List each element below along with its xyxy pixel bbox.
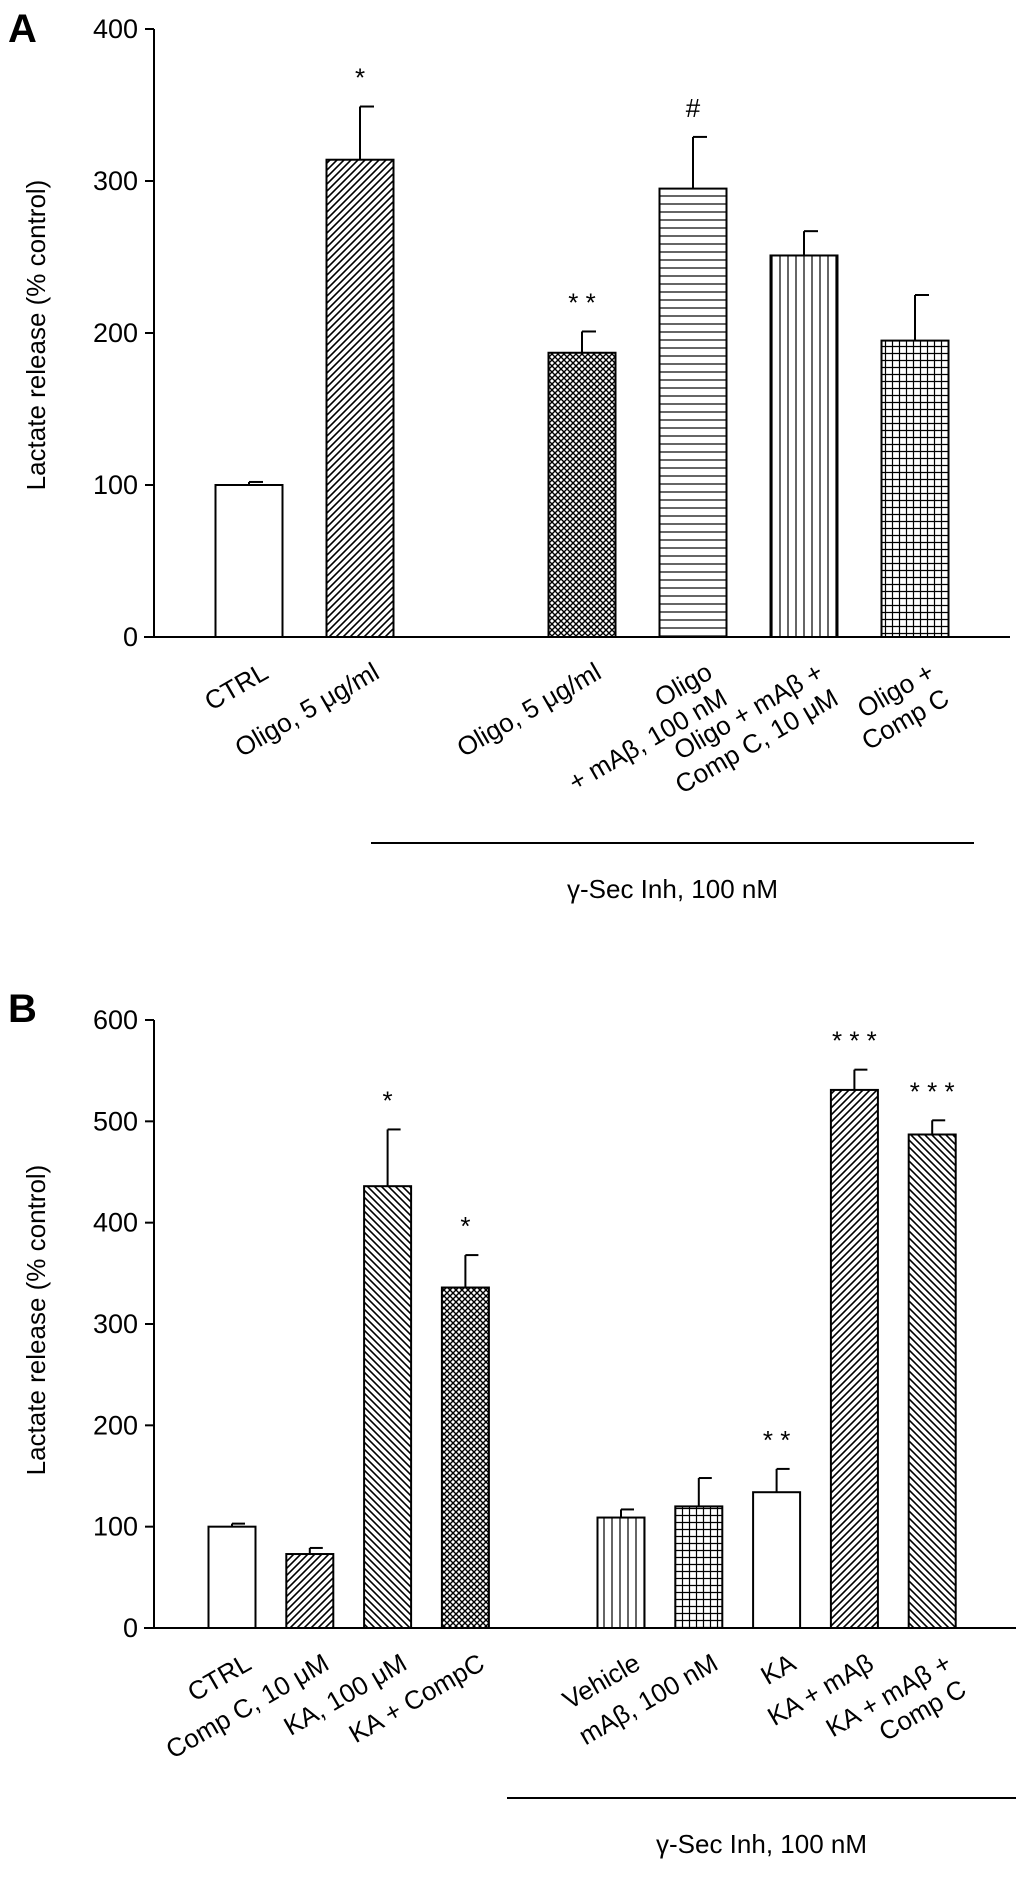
- bar: [752, 1491, 802, 1630]
- panel-label-a: A: [8, 7, 37, 51]
- y-tick-label: 100: [93, 470, 138, 500]
- significance-marker: * *: [568, 287, 595, 317]
- category-label-line: KA: [756, 1647, 802, 1691]
- bar: [658, 187, 728, 638]
- bar: [829, 1088, 879, 1630]
- category-label: CTRL: [199, 656, 273, 716]
- y-tick-label: 500: [93, 1106, 138, 1136]
- category-label-line: CTRL: [199, 656, 273, 716]
- panel-label-b: B: [8, 987, 37, 1031]
- y-tick-label: 200: [93, 1410, 138, 1440]
- chart-a: 0 100 200 300 400 CTRL * Oligo, 5 μg/ml * * Oligo…: [93, 14, 1010, 904]
- category-label: Oligo, 5 μg/ml: [452, 656, 606, 762]
- y-tick-label: 300: [93, 1309, 138, 1339]
- y-tick-label: 400: [93, 1208, 138, 1238]
- bar: [596, 1516, 646, 1629]
- bracket-label: γ-Sec Inh, 100 nM: [567, 874, 778, 904]
- bar: [674, 1505, 724, 1630]
- bar: [363, 1185, 413, 1629]
- significance-marker: *: [460, 1211, 470, 1241]
- bar: [285, 1553, 335, 1629]
- bar: [214, 484, 284, 638]
- y-axis-label-a: Lactate release (% control): [21, 180, 51, 491]
- bar: [769, 254, 839, 638]
- bar: [907, 1133, 957, 1630]
- category-label-line: Oligo, 5 μg/ml: [452, 656, 606, 762]
- significance-marker: *: [355, 63, 365, 93]
- significance-marker: * * *: [910, 1076, 955, 1106]
- y-axis-label-b: Lactate release (% control): [21, 1165, 51, 1476]
- bracket-label: γ-Sec Inh, 100 nM: [656, 1829, 867, 1859]
- y-tick-label: 400: [93, 14, 138, 44]
- y-tick-label: 600: [93, 1005, 138, 1035]
- bar: [880, 339, 950, 638]
- y-tick-label: 300: [93, 166, 138, 196]
- bar: [207, 1525, 257, 1629]
- y-tick-label: 100: [93, 1512, 138, 1542]
- category-label: KA: [756, 1647, 802, 1691]
- significance-marker: #: [686, 93, 701, 123]
- bar: [440, 1286, 490, 1630]
- category-label: Oligo +Comp C: [852, 656, 954, 756]
- significance-marker: * *: [763, 1425, 790, 1455]
- y-tick-label: 0: [123, 622, 138, 652]
- significance-marker: *: [383, 1085, 393, 1115]
- bar: [547, 351, 617, 638]
- significance-marker: * * *: [832, 1026, 877, 1056]
- y-tick-label: 0: [123, 1613, 138, 1643]
- bar: [325, 158, 395, 638]
- y-tick-label: 200: [93, 318, 138, 348]
